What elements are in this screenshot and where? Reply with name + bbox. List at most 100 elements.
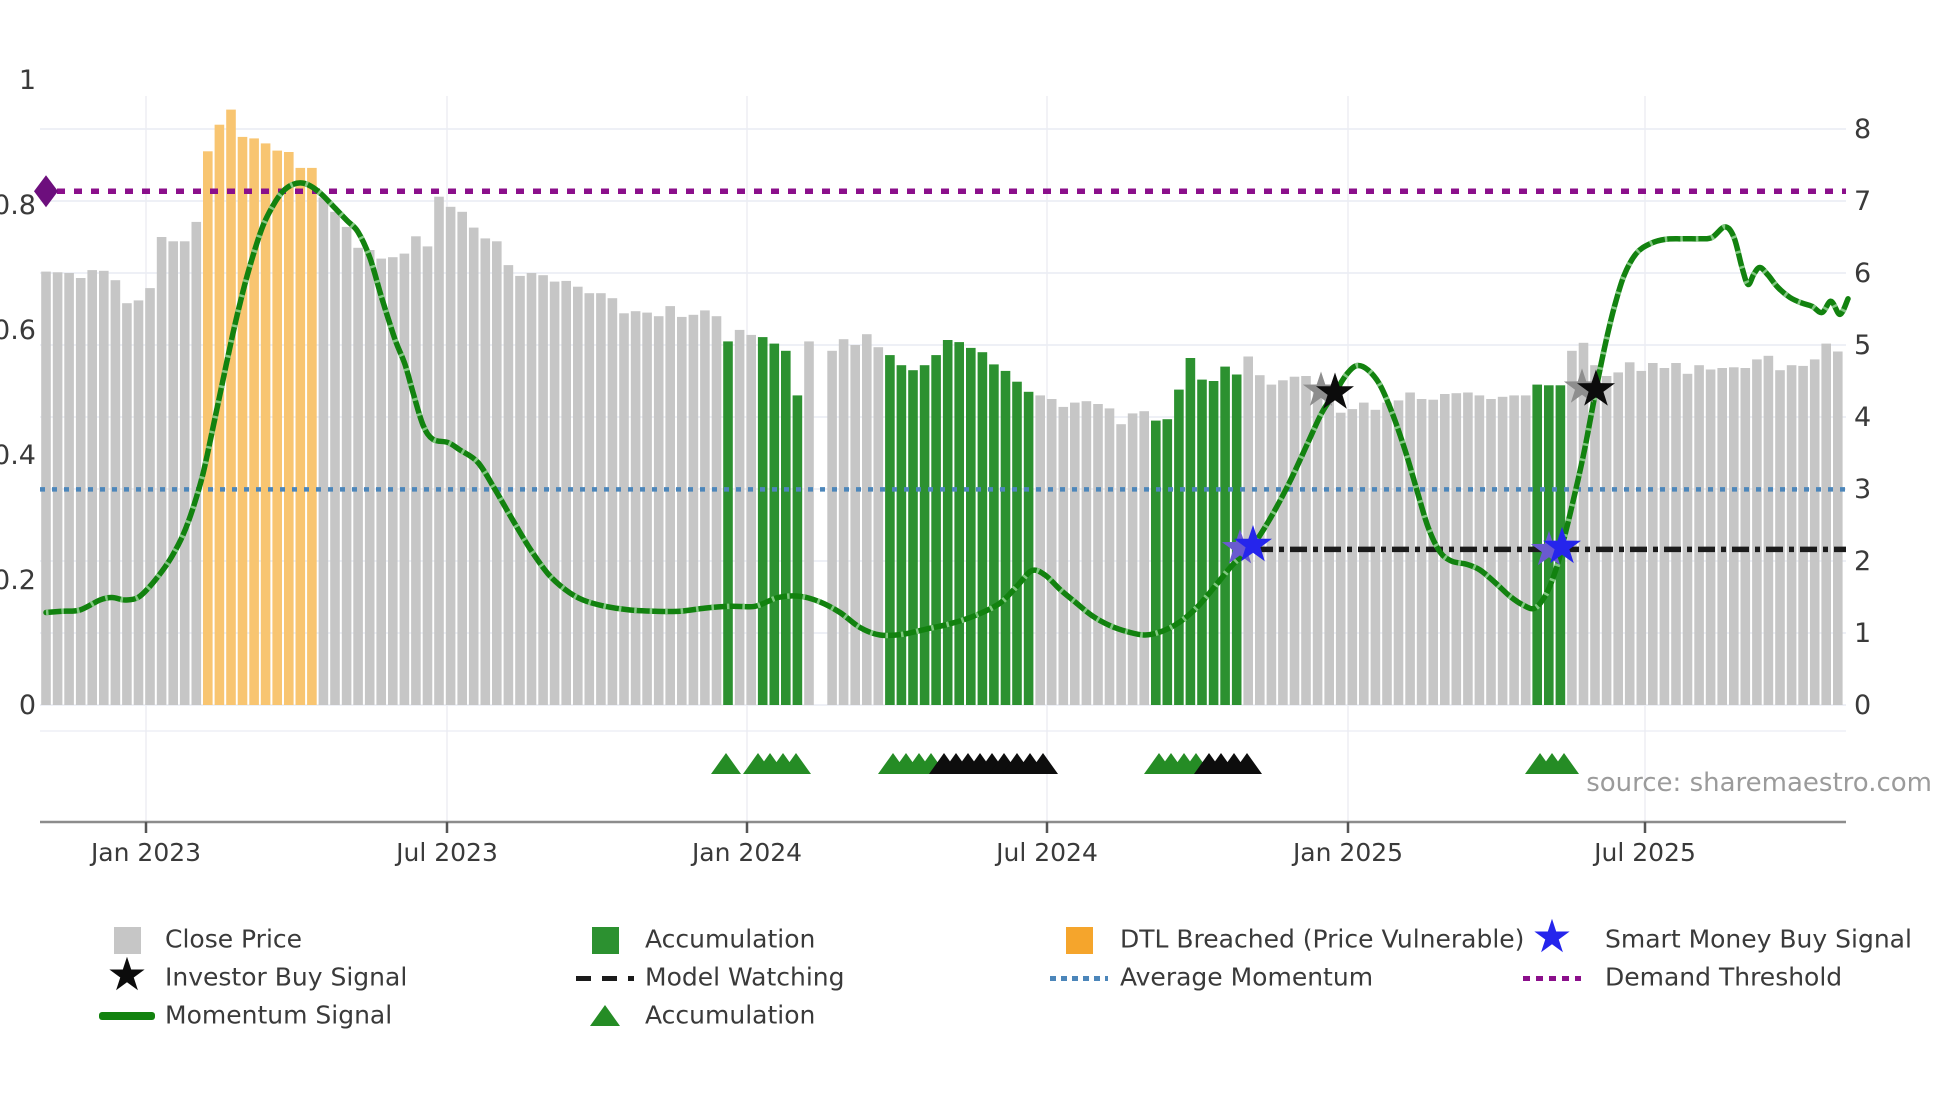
close-price-bar: [341, 226, 352, 705]
dtl-breached-bar: [214, 124, 225, 705]
left-axis-tick-label: 0.8: [0, 190, 36, 221]
close-price-bar: [596, 293, 606, 705]
close-price-bar: [677, 316, 687, 705]
accumulation-triangle-icon: [1549, 753, 1579, 774]
smart-money-buy-signal-star-echo: [1221, 529, 1259, 564]
smart-money-buy-signal-star-echo: [1530, 530, 1568, 566]
momentum-signal-line: [43, 180, 1851, 639]
close-price-bar: [353, 247, 363, 706]
close-price-bar: [110, 280, 121, 705]
close-price-bar: [434, 196, 444, 705]
close-price-bar: [1578, 342, 1589, 705]
accumulation-bar: [942, 340, 953, 705]
close-price-bar: [1278, 380, 1288, 705]
close-price-bar: [1451, 393, 1462, 705]
close-price-bar: [1682, 373, 1693, 705]
accumulation-bar: [1023, 391, 1034, 705]
close-price-bar: [1058, 406, 1069, 705]
close-price-bar: [838, 339, 849, 705]
dtl-breached-bar: [260, 143, 271, 705]
close-price-bar: [1705, 369, 1716, 705]
left-axis-tick-label: 0.4: [0, 440, 36, 471]
accumulation-triangle-icon: [711, 753, 741, 774]
accumulation-bar: [1208, 381, 1219, 705]
accumulation-bar: [931, 355, 941, 705]
close-price-bar: [526, 273, 537, 705]
accumulation-bar: [781, 350, 791, 705]
close-price-bar: [1717, 368, 1727, 705]
dtl-breached-bar: [272, 150, 282, 706]
close-price-bar: [399, 253, 410, 705]
close-price-bar: [607, 298, 618, 705]
close-price-bar: [1393, 400, 1404, 705]
close-price-bar: [1347, 409, 1358, 705]
right-axis-tick-label: 8: [1854, 114, 1871, 145]
close-price-bar: [688, 314, 699, 705]
left-axis-tick-label: 0.6: [0, 315, 36, 346]
close-price-bar: [1440, 394, 1450, 705]
close-price-bar: [1370, 409, 1381, 705]
close-price-bar: [1601, 376, 1612, 705]
close-price-bar: [168, 241, 178, 706]
close-price-bar: [1833, 351, 1843, 705]
accumulation-bar: [1174, 389, 1184, 705]
close-price-bar: [1486, 399, 1496, 705]
close-price-bar: [1139, 411, 1149, 705]
accumulation-bar: [769, 343, 780, 705]
right-axis-tick-label: 3: [1854, 474, 1871, 505]
accumulation-bar: [954, 342, 964, 705]
close-price-bar: [584, 293, 595, 705]
close-price-bar: [1081, 401, 1092, 705]
x-axis-tick-label: Jan 2024: [690, 838, 802, 867]
close-price-bar: [1613, 372, 1623, 705]
accumulation-bar: [908, 370, 918, 705]
close-price-bar: [457, 211, 467, 706]
accumulation-bar: [723, 341, 733, 705]
close-price-bar: [1775, 370, 1785, 705]
close-price-bar: [1624, 362, 1635, 705]
close-price-bar: [1798, 365, 1808, 705]
close-price-bar: [734, 329, 745, 705]
right-axis-tick-label: 0: [1854, 690, 1871, 721]
dtl-breached-bar: [237, 136, 248, 705]
close-price-bar: [64, 273, 74, 705]
accumulation-bar: [1185, 358, 1196, 705]
x-axis-tick-label: Jul 2024: [994, 838, 1098, 867]
accumulation-bar: [896, 365, 907, 705]
close-price-bar: [1752, 359, 1762, 705]
close-price-bar: [1335, 412, 1346, 705]
left-axis-tick-label: 1: [19, 65, 36, 96]
close-price-bar: [653, 316, 664, 705]
close-price-bar: [41, 271, 51, 705]
close-price-bar: [1405, 392, 1415, 705]
close-price-bar: [1382, 402, 1392, 705]
accumulation-bar: [919, 365, 930, 705]
investor-buy-signal-star-icon: [1577, 369, 1615, 406]
close-price-bar: [1127, 413, 1138, 705]
smart-money-buy-signal-star-icon: [1234, 525, 1272, 562]
close-price-bar: [1116, 424, 1126, 705]
close-price-bar: [388, 257, 398, 705]
close-price-bar: [1035, 395, 1045, 705]
right-axis-tick-label: 6: [1854, 258, 1871, 289]
left-axis-tick-label: 0: [19, 690, 36, 721]
close-price-bar: [630, 311, 641, 705]
x-axis-tick-label: Jul 2025: [1592, 838, 1696, 867]
close-price-bar: [1266, 384, 1277, 705]
close-price-bar: [642, 312, 652, 705]
accumulation-bar: [966, 347, 976, 705]
close-price-bar: [492, 241, 502, 706]
right-axis-tick-label: 2: [1854, 546, 1871, 577]
right-axis-tick-label: 7: [1854, 186, 1871, 217]
watch-triangle-icon: [1028, 753, 1058, 774]
accumulation-bar: [989, 364, 999, 705]
close-price-bar: [1671, 363, 1681, 705]
close-price-bar: [468, 227, 479, 705]
close-price-bar: [1093, 404, 1103, 705]
close-price-bar: [804, 341, 814, 705]
close-price-bar: [503, 265, 514, 705]
close-price-bar: [364, 250, 375, 705]
close-price-bar: [1312, 384, 1323, 705]
close-price-bar: [1416, 399, 1427, 705]
close-price-bar: [850, 345, 860, 705]
